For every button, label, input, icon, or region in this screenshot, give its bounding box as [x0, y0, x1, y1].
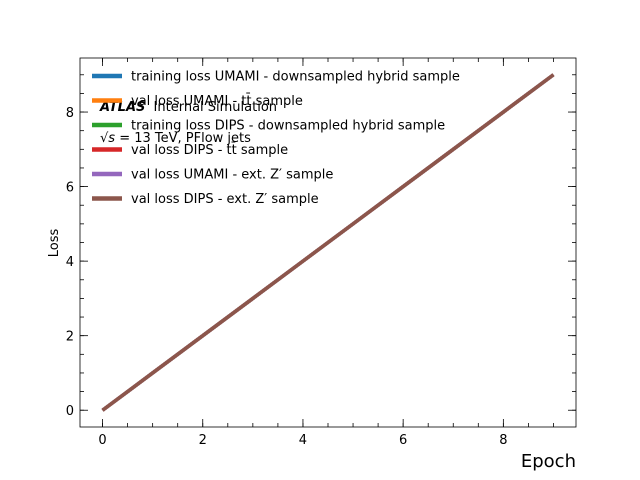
x-tick-label: 6	[399, 433, 407, 448]
atlas-label: ATLAS	[99, 100, 145, 115]
energy-prefix: √s	[100, 131, 115, 146]
energy-label: = 13 TeV, PFlow jets	[115, 131, 251, 146]
legend-label: val loss DIPS - ext. Z′ sample	[131, 192, 319, 207]
x-axis-label: Epoch	[521, 451, 576, 472]
legend-label: training loss DIPS - downsampled hybrid …	[131, 119, 445, 134]
legend-label: val loss UMAMI - tt̄ sample	[131, 94, 303, 109]
tick-labels: 0 2 4 6 8 0 2 4 6 8	[66, 106, 508, 448]
simulation-status: Internal Simulation	[154, 100, 277, 115]
energy-label-line: √s = 13 TeV, PFlow jets	[100, 131, 251, 146]
axis-ticks	[80, 58, 576, 427]
x-tick-label: 2	[199, 433, 207, 448]
y-tick-label: 2	[66, 330, 74, 345]
series-line	[101, 73, 555, 412]
y-tick-label: 4	[66, 255, 74, 270]
y-tick-label: 8	[66, 106, 74, 121]
legend-label: val loss DIPS - tt̄ sample	[131, 143, 288, 158]
legend-label: training loss UMAMI - downsampled hybrid…	[131, 70, 460, 85]
y-axis-label: Loss	[47, 229, 62, 258]
x-tick-label: 0	[98, 433, 106, 448]
x-tick-label: 4	[299, 433, 307, 448]
legend-label: val loss UMAMI - ext. Z′ sample	[131, 168, 333, 183]
experiment-label-line: ATLAS Internal Simulation	[99, 100, 277, 115]
legend: training loss UMAMI - downsampled hybrid…	[92, 70, 460, 207]
y-tick-label: 0	[66, 404, 74, 419]
x-tick-label: 8	[499, 433, 507, 448]
y-tick-label: 6	[66, 181, 74, 196]
series-lines	[101, 73, 555, 412]
plot-frame	[79, 57, 577, 428]
